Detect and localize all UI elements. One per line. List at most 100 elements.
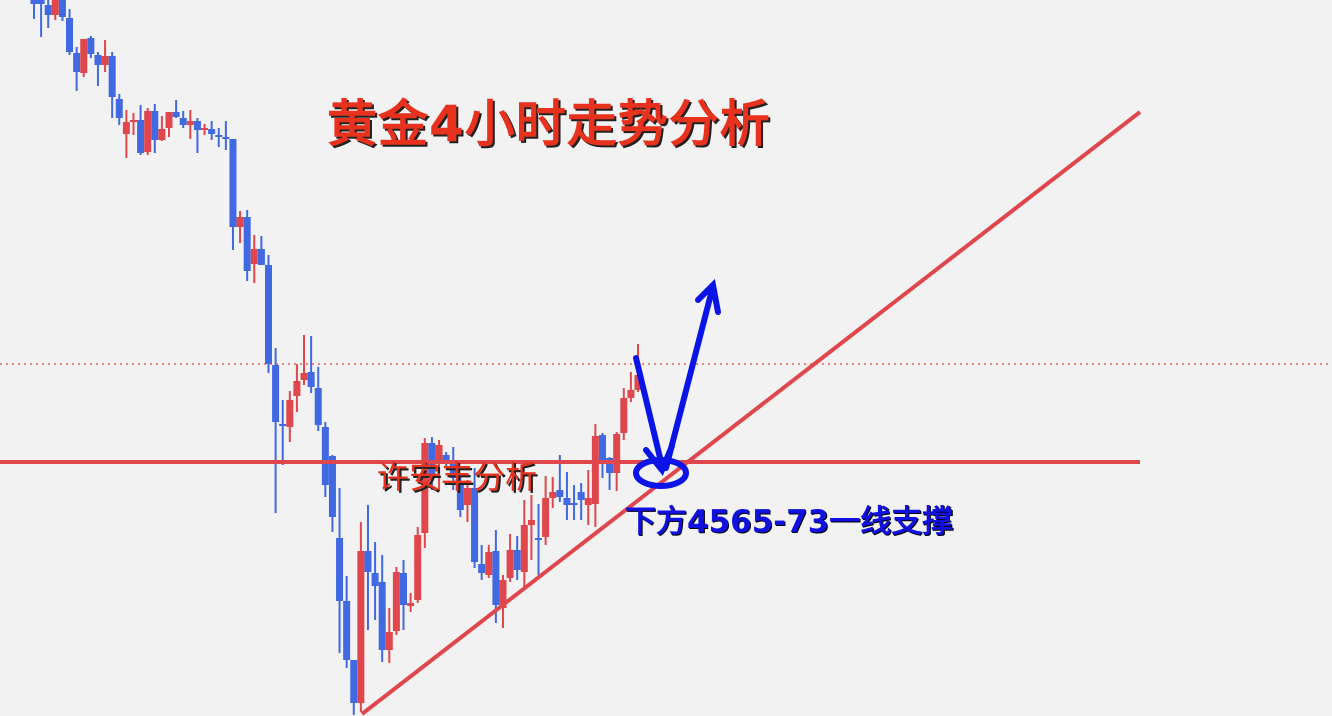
candle-bearish: [598, 433, 606, 478]
candle-bullish: [542, 476, 550, 545]
candle-bearish: [172, 100, 180, 118]
candle-bearish: [321, 422, 329, 497]
candle-bullish: [520, 500, 528, 590]
candle-bullish: [584, 470, 592, 525]
candle-body: [364, 551, 372, 572]
candle-body: [328, 456, 336, 517]
candle-bullish: [527, 495, 535, 560]
candle-bearish: [478, 545, 486, 580]
candle-bullish: [407, 593, 415, 612]
candle-body: [137, 120, 145, 153]
candle-bearish: [108, 52, 116, 118]
candle-bearish: [570, 485, 578, 520]
candle-body: [108, 56, 116, 97]
support-circle: [633, 457, 689, 489]
candle-body: [357, 551, 365, 703]
candle-bearish: [442, 452, 450, 467]
candle-body: [208, 129, 216, 134]
candle-body: [343, 601, 351, 660]
candle-bullish: [385, 608, 393, 663]
candle-body: [449, 460, 457, 478]
candle-body: [101, 56, 109, 65]
candle-body: [570, 503, 578, 505]
candle-body: [549, 492, 557, 498]
candle-bullish: [101, 40, 109, 72]
candle-bearish: [449, 447, 457, 490]
candle-bearish: [336, 488, 344, 653]
candle-body: [236, 217, 244, 227]
candle-body: [556, 490, 564, 497]
candle-body: [478, 564, 486, 573]
candle-bearish: [229, 139, 237, 250]
candle-bearish: [66, 9, 74, 55]
candle-bearish: [264, 255, 272, 373]
candle-bearish: [243, 210, 251, 281]
arrow-up-line: [663, 287, 715, 471]
author-label: 许安丰分析: [377, 458, 538, 496]
candle-bearish: [272, 348, 280, 513]
candle-body: [620, 398, 628, 433]
candle-bearish: [343, 576, 351, 668]
candle-bullish: [201, 124, 209, 135]
candle-bullish: [414, 527, 422, 603]
candle-body: [94, 55, 102, 65]
candle-bullish: [421, 438, 429, 548]
candle-bearish: [137, 105, 145, 155]
candle-body: [414, 535, 422, 600]
candle-body: [201, 128, 209, 130]
candle-bearish: [222, 121, 230, 150]
candle-body: [378, 582, 386, 650]
candle-body: [350, 660, 358, 703]
candle-body: [129, 120, 137, 122]
candle-body: [520, 525, 528, 572]
candle-bullish: [392, 567, 400, 635]
ascending-trendline: [360, 110, 1142, 716]
candle-bullish: [250, 235, 258, 283]
candle-body: [535, 538, 543, 540]
candle-bearish: [44, 0, 52, 28]
candle-bearish: [492, 530, 500, 623]
candle-bullish: [549, 477, 557, 508]
candle-bullish: [158, 116, 166, 141]
candle-body: [179, 118, 187, 125]
candle-body: [506, 550, 514, 578]
candle-bullish: [357, 522, 365, 712]
candle-bearish: [115, 94, 123, 125]
candle-bearish: [513, 536, 521, 580]
candle-bearish: [307, 336, 315, 393]
candle-bearish: [364, 505, 372, 630]
candle-bearish: [58, 0, 66, 21]
candle-body: [634, 375, 642, 390]
candle-body: [371, 573, 379, 586]
candle-bullish: [236, 211, 244, 243]
candle-body: [598, 435, 606, 462]
candle-body: [613, 434, 621, 473]
candle-bearish: [400, 560, 408, 630]
candle-body: [222, 137, 230, 139]
candle-bearish: [378, 555, 386, 662]
candle-bullish: [165, 112, 173, 137]
candle-body: [215, 135, 223, 137]
candle-bearish: [215, 128, 223, 147]
candle-body: [563, 498, 571, 505]
candle-bullish: [485, 545, 493, 578]
candle-bullish: [300, 335, 308, 385]
candle-body: [421, 443, 429, 533]
candle-body: [165, 112, 173, 128]
candle-body: [193, 121, 201, 130]
candle-body: [407, 603, 415, 606]
candle-bullish: [80, 39, 88, 77]
candle-bullish: [591, 424, 599, 527]
candle-bullish: [186, 110, 194, 139]
candle-body: [58, 0, 66, 17]
candle-bearish: [350, 660, 358, 715]
candle-body: [400, 573, 408, 605]
candle-body: [37, 0, 45, 4]
candle-body: [73, 53, 81, 72]
candle-body: [307, 372, 315, 387]
candle-body: [293, 381, 301, 396]
candle-body: [144, 111, 152, 152]
candle-body: [428, 443, 436, 475]
candle-body: [463, 488, 471, 505]
